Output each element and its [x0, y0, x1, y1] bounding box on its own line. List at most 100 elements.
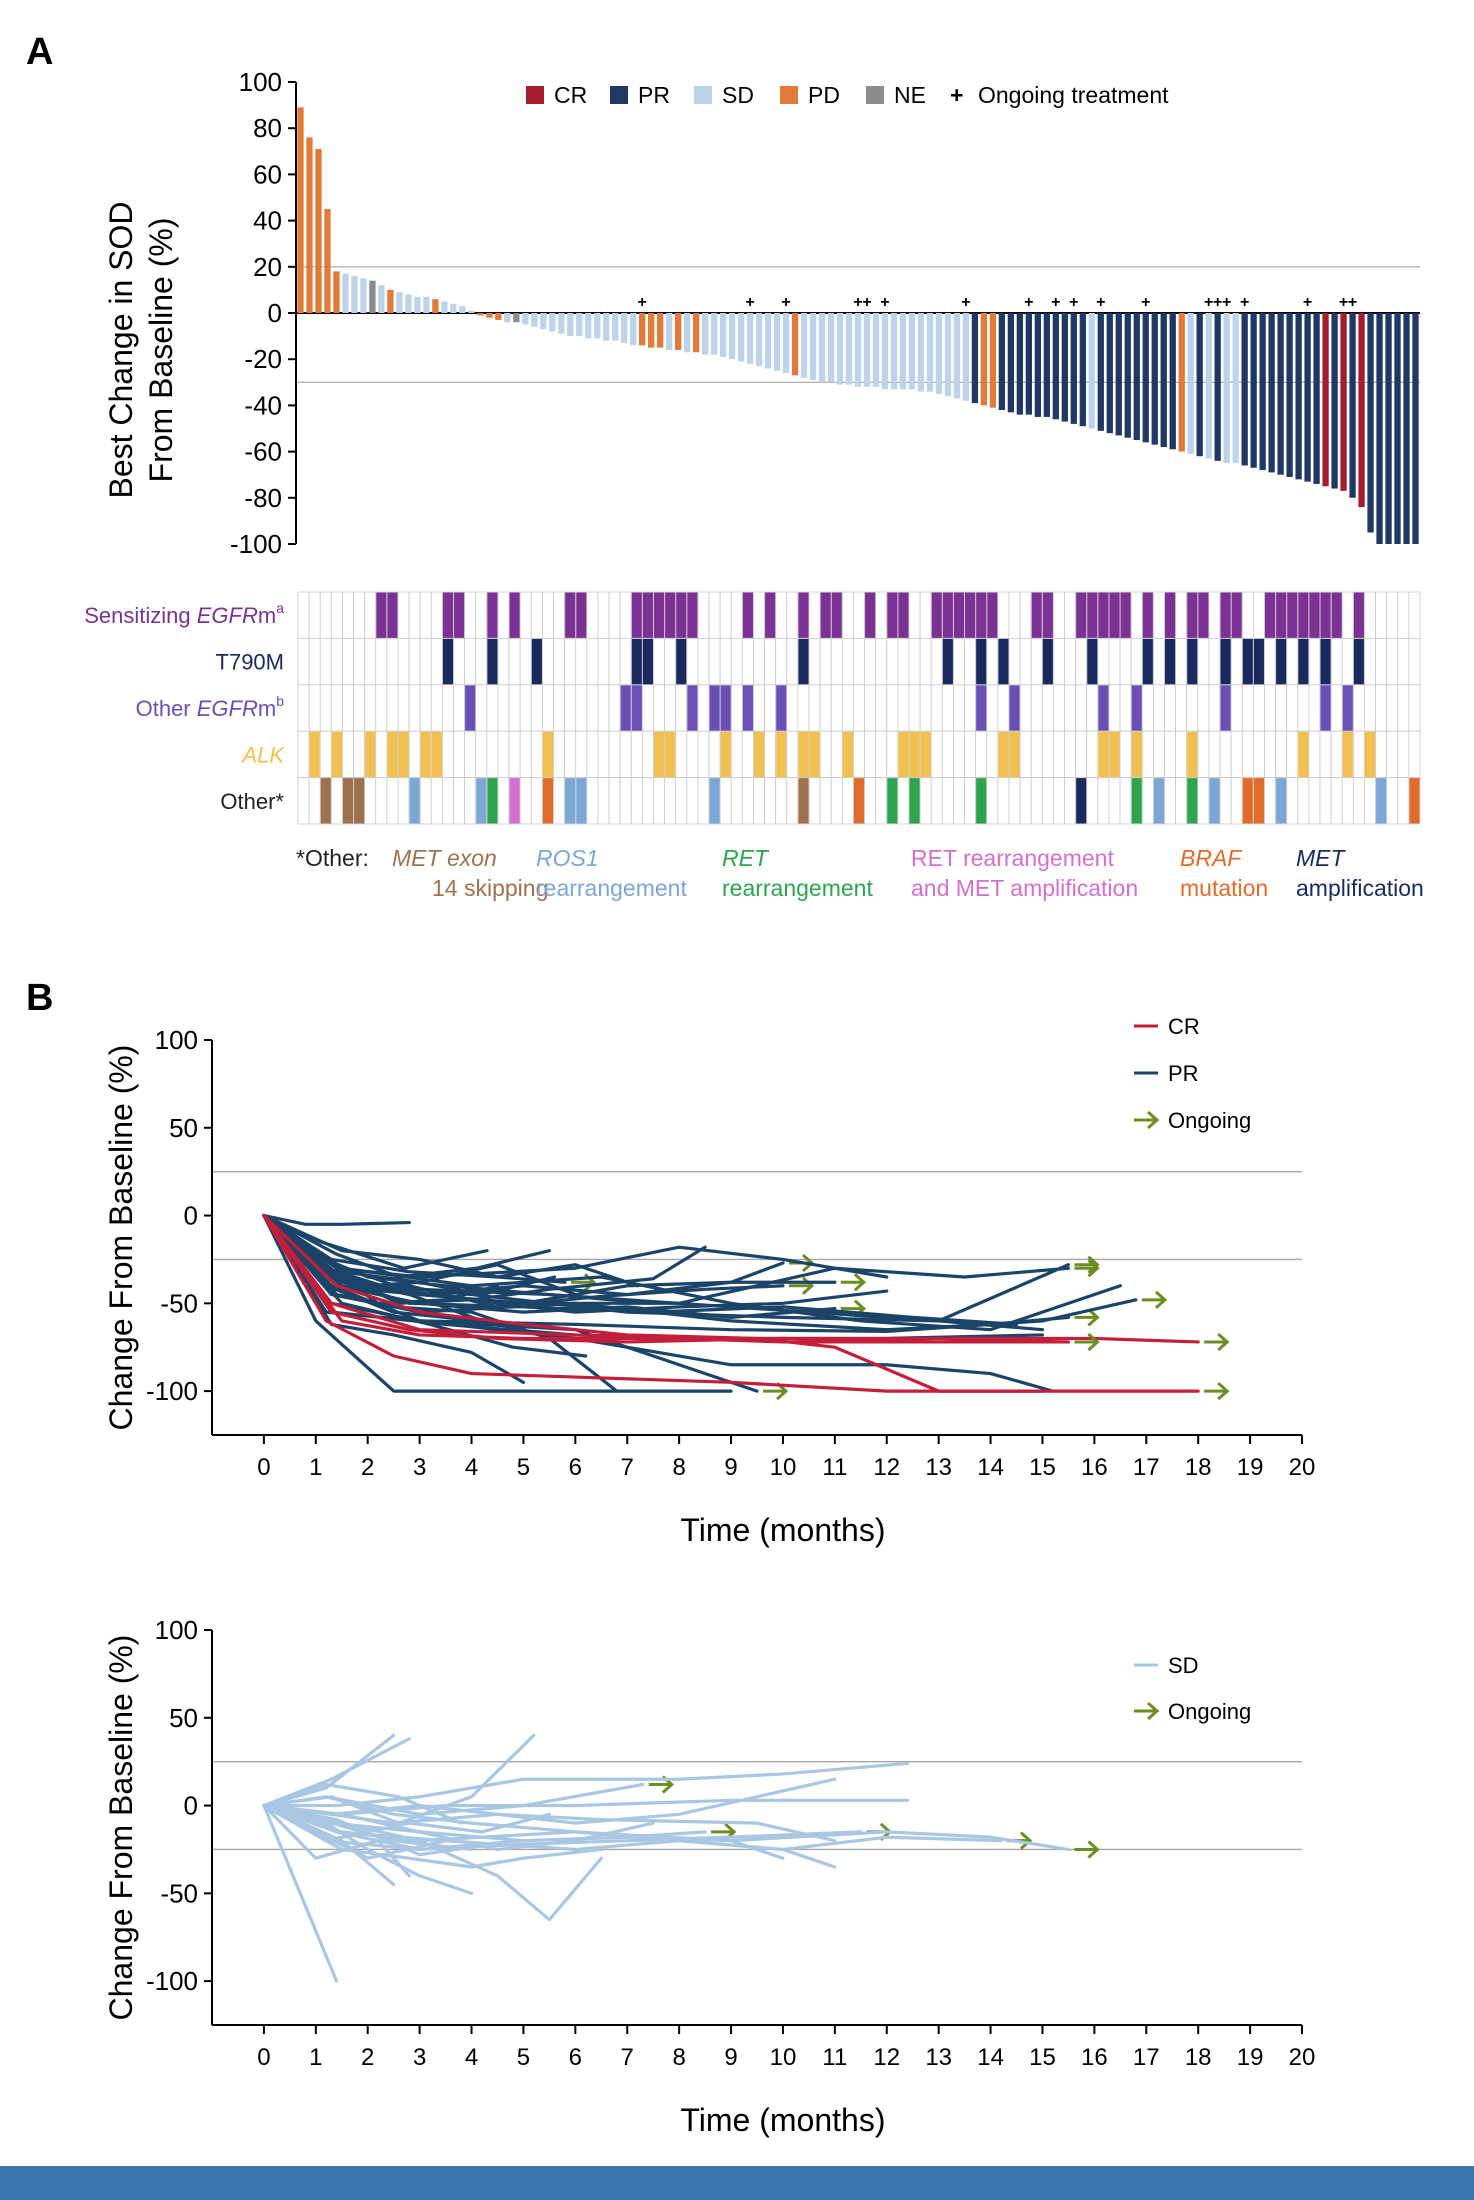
- spider-series-line: [262, 1803, 603, 1869]
- waterfall-ongoing-plus: +: [1222, 294, 1231, 311]
- oncoprint-cell: [1308, 638, 1321, 686]
- spider-x-tick-label: 12: [873, 1454, 900, 1481]
- spider-y-axis-label: Change From Baseline (%): [103, 1045, 139, 1431]
- oncoprint-cell: [953, 684, 965, 732]
- waterfall-bar: [701, 313, 709, 355]
- waterfall-bar: [459, 306, 466, 313]
- oncoprint-cell: [741, 777, 754, 825]
- oncoprint-cell: [697, 730, 710, 779]
- oncoprint-cell: [597, 638, 610, 686]
- oncoprint-other-cell: [853, 778, 865, 824]
- oncoprint-other-cell: [509, 778, 520, 824]
- oncoprint-filled-cell: [631, 638, 642, 685]
- oncoprint-cell: [986, 777, 999, 825]
- oncoprint-cell: [753, 638, 765, 686]
- oncoprint-cell: [553, 730, 566, 779]
- spider-x-tick-label: 10: [770, 1454, 797, 1481]
- oncoprint-cell: [1230, 730, 1243, 779]
- spider-series-line: [262, 1213, 1071, 1344]
- oncoprint-cell: [941, 730, 954, 779]
- waterfall-bar: [594, 313, 601, 339]
- oncoprint-cell: [764, 684, 777, 732]
- oncoprint-cell: [1075, 684, 1088, 732]
- oncoprint-row-label: T790M: [216, 650, 284, 675]
- waterfall-bar: [962, 313, 970, 401]
- oncoprint-cell: [519, 730, 532, 779]
- oncoprint-filled-cell: [1342, 685, 1353, 731]
- oncoprint-cell: [308, 777, 321, 825]
- oncoprint-filled-cell: [1298, 638, 1309, 685]
- spider-series-line: [262, 1803, 339, 1983]
- spider-x-tick-label: 1: [309, 1454, 322, 1481]
- waterfall-bar: [360, 278, 367, 313]
- waterfall-bar: [818, 313, 826, 383]
- oncoprint-cell: [464, 638, 477, 686]
- oncoprint-cell: [419, 684, 432, 732]
- oncoprint-cell: [1208, 591, 1221, 639]
- oncoprint-cell: [575, 638, 588, 686]
- spider-x-tick-label: 2: [361, 2044, 374, 2071]
- spider-x-tick-label: 12: [873, 2044, 900, 2071]
- oncoprint-cell: [1364, 591, 1376, 639]
- oncoprint-cell: [830, 730, 843, 779]
- oncoprint-cell: [986, 730, 999, 779]
- oncoprint-cell: [353, 638, 366, 686]
- oncoprint-cell: [964, 777, 977, 825]
- oncoprint-cell: [297, 730, 310, 779]
- oncoprint-cell: [608, 730, 621, 779]
- waterfall-bar: [639, 313, 646, 346]
- waterfall-bar: [827, 313, 835, 383]
- oncoprint-filled-cell: [365, 731, 376, 778]
- oncoprint-cell: [664, 777, 677, 825]
- waterfall-bar: [1124, 313, 1131, 438]
- oncoprint-filled-cell: [898, 592, 909, 638]
- spider1-legend-pr-label: PR: [1168, 1061, 1199, 1086]
- oncoprint-cell: [1408, 730, 1421, 779]
- waterfall-ongoing-plus: +: [862, 294, 871, 311]
- oncoprint-cell: [1264, 730, 1276, 779]
- oncoprint-filled-cell: [431, 731, 442, 778]
- spider-y-tick-label: 0: [184, 1201, 198, 1231]
- oncoprint-filled-cell: [1220, 592, 1231, 638]
- waterfall-bar: [315, 148, 322, 313]
- waterfall-bar: [378, 285, 385, 313]
- oncoprint-cell: [508, 730, 521, 779]
- waterfall-bar: [675, 313, 682, 350]
- oncoprint-cell: [764, 730, 777, 779]
- oncoprint-cell: [1208, 684, 1221, 732]
- oncoprint-cell: [1308, 730, 1321, 779]
- waterfall-bar: [1205, 313, 1212, 459]
- waterfall-bar: [1061, 313, 1068, 422]
- spider-series-line: [262, 1213, 500, 1305]
- oncoprint-cell: [1230, 684, 1243, 732]
- oncoprint-cell: [1019, 638, 1032, 686]
- oncoprint-cell: [1019, 730, 1032, 779]
- oncoprint-cell: [908, 638, 921, 686]
- oncoprint-cell: [697, 591, 710, 639]
- oncoprint-cell: [430, 684, 443, 732]
- waterfall-bar: [621, 313, 628, 344]
- oncoprint-cell: [319, 684, 332, 732]
- oncoprint-filled-cell: [1087, 592, 1098, 638]
- oncoprint-filled-cell: [1098, 685, 1109, 731]
- oncoprint-other-cell: [1253, 778, 1264, 824]
- oncoprint-cell: [741, 730, 754, 779]
- oncoprint-cell: [564, 730, 577, 779]
- oncoprint-cell: [964, 638, 977, 686]
- oncoprint-filled-cell: [454, 592, 465, 638]
- oncoprint-filled-cell: [1276, 592, 1287, 638]
- waterfall-bar: [567, 313, 574, 337]
- waterfall-bar: [890, 313, 898, 390]
- oncoprint-cell: [1364, 638, 1376, 686]
- oncoprint-cell: [830, 777, 843, 825]
- waterfall-bar: [540, 313, 547, 330]
- oncoprint-cell: [1352, 684, 1365, 732]
- spider1-legend-cr-label: CR: [1168, 1014, 1200, 1039]
- other-legend-met-exon-line1: MET exon: [392, 845, 497, 871]
- waterfall-bar: [576, 313, 583, 337]
- waterfall-bar: [782, 313, 790, 374]
- waterfall-bar: [764, 313, 772, 369]
- oncoprint-cell: [886, 638, 899, 686]
- spider-series-line: [262, 1795, 837, 1869]
